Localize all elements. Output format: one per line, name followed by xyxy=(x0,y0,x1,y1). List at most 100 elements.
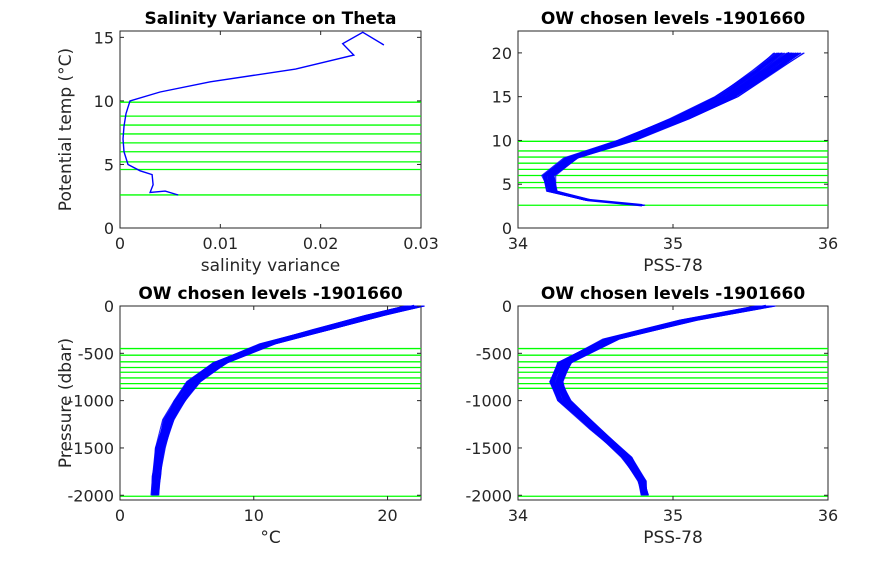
profile-line xyxy=(152,305,416,496)
profile-line xyxy=(560,305,776,496)
level-lines xyxy=(518,347,828,497)
profile-line xyxy=(151,305,408,496)
profile-line xyxy=(560,305,775,496)
profile-line xyxy=(150,305,406,496)
profile-line xyxy=(155,305,425,496)
profile-line xyxy=(153,305,416,496)
profile-line xyxy=(558,305,771,496)
profile-line xyxy=(553,305,765,496)
x-tick-label: 0.02 xyxy=(303,234,339,253)
profile-line xyxy=(553,305,766,496)
profile-line xyxy=(154,305,415,496)
tick-labels: 0 0.01 0.02 0.03 0 5 10 15 xyxy=(94,28,439,253)
profile-line xyxy=(557,305,769,496)
y-tick-label: -1000 xyxy=(466,392,513,411)
profile-lines xyxy=(541,51,805,207)
profile-line xyxy=(560,305,774,496)
x-axis-label: salinity variance xyxy=(201,256,341,276)
x-axis-label: °C xyxy=(260,528,280,548)
panel-salinity-theta: 34 35 36 0 5 10 15 20 OW chosen levels -1901660… xyxy=(492,9,839,276)
y-tick-label: 15 xyxy=(492,88,512,107)
profile-line xyxy=(155,305,425,496)
y-tick-label: 0 xyxy=(104,297,114,316)
profile-line xyxy=(549,305,757,496)
profile-line xyxy=(556,305,765,496)
profile-line xyxy=(551,305,760,496)
profile-line xyxy=(560,305,772,496)
profile-line xyxy=(151,305,406,496)
profile-line xyxy=(153,305,409,496)
profile-lines xyxy=(150,304,425,496)
y-tick-label: -2000 xyxy=(466,486,513,505)
profile-line xyxy=(154,305,407,496)
profile-line xyxy=(561,305,773,496)
profile-line xyxy=(551,305,758,496)
x-axis-label: PSS-78 xyxy=(643,256,703,276)
profile-line xyxy=(154,305,419,496)
plot-frame xyxy=(119,30,422,229)
profile-lines xyxy=(122,31,385,196)
y-tick-label: -500 xyxy=(476,344,512,363)
x-tick-label: 0 xyxy=(115,234,125,253)
profile-line xyxy=(552,305,761,496)
tick-labels: 0 10 20 -2000 -1500 -1000 -500 0 xyxy=(68,297,421,525)
y-tick-label: 5 xyxy=(104,155,114,174)
profile-line xyxy=(561,305,771,496)
profile-line xyxy=(549,305,756,496)
profile-line xyxy=(152,305,410,496)
profile-line xyxy=(156,305,422,496)
y-axis-label: Pressure (dbar) xyxy=(56,338,76,468)
y-tick-label: -1500 xyxy=(68,439,115,458)
profile-line xyxy=(551,305,764,496)
profile-line xyxy=(158,305,424,496)
profile-line xyxy=(552,305,764,496)
profile-line xyxy=(549,305,759,496)
y-tick-label: 0 xyxy=(502,297,512,316)
profile-line xyxy=(556,305,764,496)
plot-title: Salinity Variance on Theta xyxy=(145,9,397,29)
profile-line xyxy=(154,305,425,496)
profile-mean-line xyxy=(555,304,767,496)
profile-line xyxy=(554,305,762,496)
profile-line xyxy=(153,305,412,496)
profile-mean-line xyxy=(153,304,415,496)
profile-line xyxy=(153,305,413,496)
profile-line xyxy=(154,305,423,496)
profile-line xyxy=(152,305,410,496)
x-tick-label: 10 xyxy=(244,506,264,525)
profile-line xyxy=(157,305,424,496)
profile-line xyxy=(561,305,774,496)
profile-line xyxy=(153,305,413,496)
profile-line xyxy=(156,305,420,496)
profile-line xyxy=(551,305,761,496)
profile-line xyxy=(557,305,773,496)
profile-line xyxy=(558,305,768,496)
profile-line xyxy=(556,305,767,496)
profile-line xyxy=(559,305,772,496)
y-tick-label: -500 xyxy=(78,344,114,363)
x-tick-label: 34 xyxy=(508,234,528,253)
profile-line xyxy=(152,305,414,496)
profile-line xyxy=(154,305,416,496)
profile-line xyxy=(558,305,771,496)
profile-line xyxy=(152,305,408,496)
y-tick-label: 10 xyxy=(94,92,114,111)
profile-line xyxy=(552,305,760,496)
x-tick-label: 36 xyxy=(818,234,838,253)
profile-line xyxy=(560,305,771,496)
level-lines xyxy=(120,347,421,497)
profile-line xyxy=(155,305,423,496)
profile-line xyxy=(558,305,768,496)
profile-line xyxy=(153,305,412,496)
profile-line xyxy=(154,305,414,496)
profile-line xyxy=(557,305,769,496)
profile-line xyxy=(551,305,760,496)
profile-line xyxy=(549,305,758,496)
profile-line xyxy=(562,305,775,496)
y-tick-label: 5 xyxy=(502,175,512,194)
profile-line xyxy=(554,305,768,496)
profile-line xyxy=(154,305,413,496)
x-tick-label: 0.03 xyxy=(403,234,439,253)
profile-line xyxy=(152,305,411,496)
